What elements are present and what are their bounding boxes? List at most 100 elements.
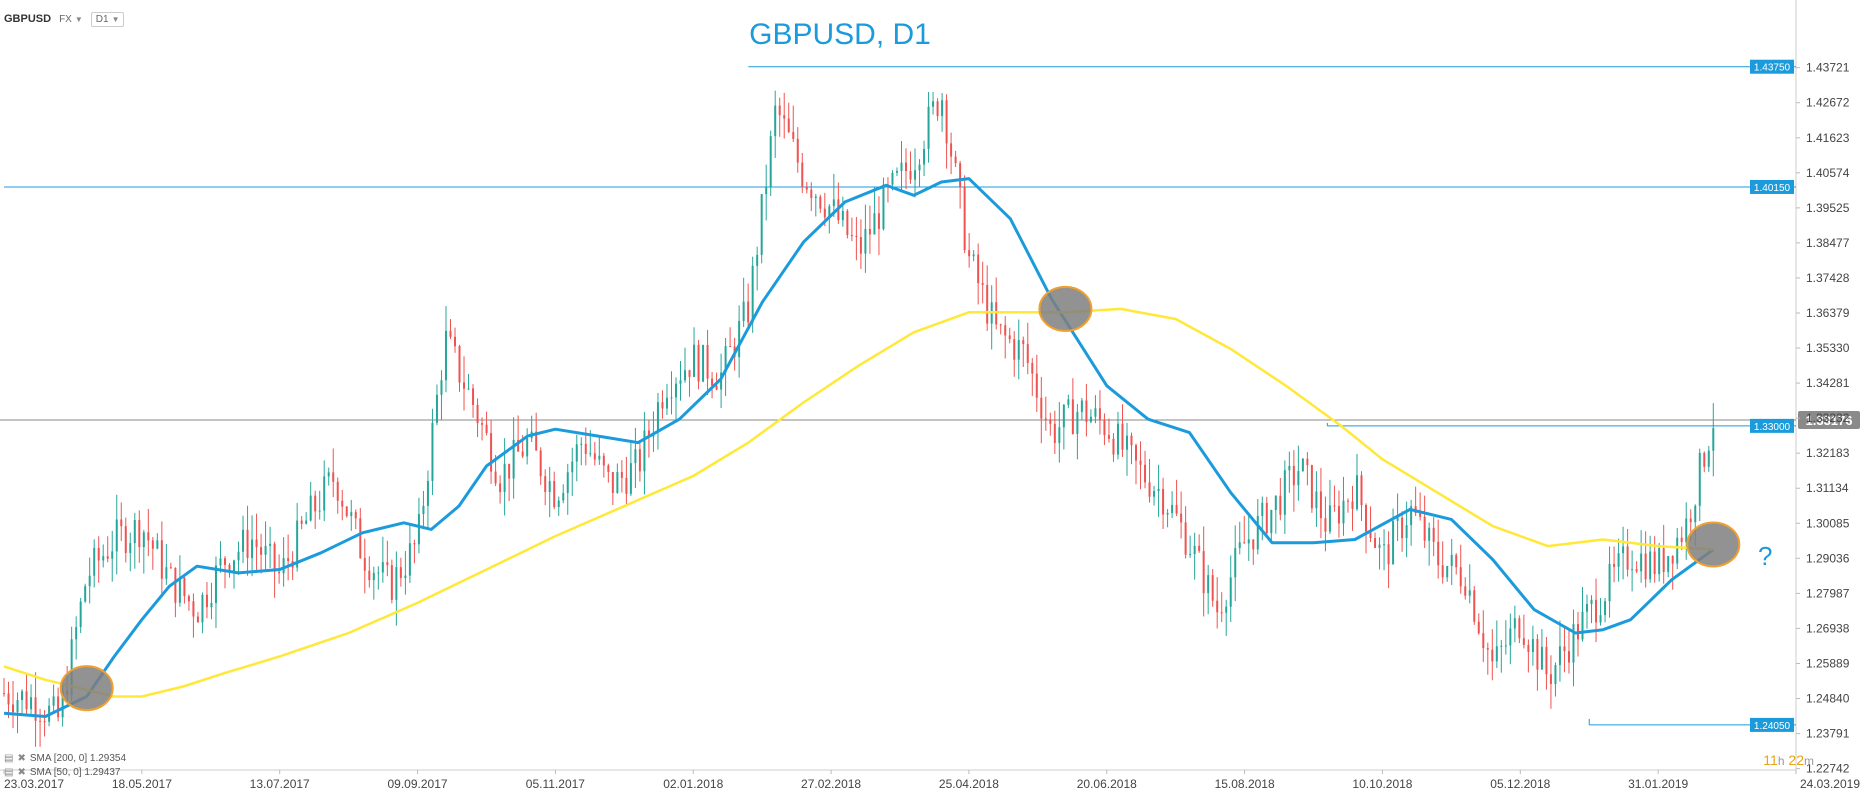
candle-body bbox=[192, 601, 195, 617]
candle-body bbox=[1531, 639, 1534, 652]
candle-body bbox=[1180, 513, 1183, 523]
y-axis[interactable]: 1.43721 1.42672 1.41623 1.40574 1.39525 1.384… bbox=[1796, 61, 1850, 776]
candle-body bbox=[1694, 505, 1697, 523]
candle-body bbox=[1635, 569, 1638, 572]
candle-body bbox=[1008, 335, 1011, 340]
candle-body bbox=[187, 596, 190, 602]
candle-body bbox=[684, 370, 687, 381]
candle-body bbox=[1234, 548, 1237, 578]
candle-body bbox=[3, 693, 5, 695]
candle-body bbox=[814, 196, 817, 199]
candle-body bbox=[1613, 563, 1616, 567]
candle-body bbox=[1035, 373, 1038, 398]
settings-icon[interactable]: ▤ bbox=[4, 753, 14, 764]
candle-body bbox=[151, 540, 154, 549]
candle-body bbox=[476, 404, 479, 424]
candle-body bbox=[783, 115, 786, 119]
candle-body bbox=[805, 186, 808, 190]
candle-body bbox=[21, 691, 24, 701]
candle-body bbox=[115, 519, 118, 552]
candle-body bbox=[1658, 548, 1661, 575]
candle-body bbox=[1549, 674, 1552, 685]
candle-body bbox=[1554, 665, 1557, 685]
candle-body bbox=[765, 186, 768, 195]
symbol-name[interactable]: GBPUSD bbox=[4, 13, 52, 25]
candle-body bbox=[210, 603, 213, 608]
candle-body bbox=[156, 540, 159, 549]
close-icon[interactable]: ✖ bbox=[17, 767, 26, 778]
y-tick-label: 1.22742 bbox=[1806, 762, 1850, 776]
candle-body bbox=[408, 543, 411, 576]
legend-label: SMA [50, 0] 1.29437 bbox=[29, 767, 121, 778]
candle-body bbox=[390, 565, 393, 600]
candle-body bbox=[1076, 411, 1079, 434]
candle-body bbox=[638, 449, 641, 472]
candle-body bbox=[1401, 517, 1404, 539]
candle-body bbox=[1049, 419, 1052, 424]
candle-body bbox=[1202, 551, 1205, 594]
candle-body bbox=[1365, 505, 1368, 532]
x-tick-label: 02.01.2018 bbox=[663, 777, 723, 791]
candle-body bbox=[1279, 495, 1282, 515]
x-tick-label: 23.03.2017 bbox=[4, 777, 64, 791]
candle-body bbox=[399, 567, 402, 579]
candle-body bbox=[332, 472, 335, 482]
candle-body bbox=[693, 344, 696, 377]
candle-body bbox=[1459, 567, 1462, 587]
candle-body bbox=[1667, 556, 1670, 573]
candle-body bbox=[810, 189, 813, 199]
candle-body bbox=[1333, 505, 1336, 507]
candle-body bbox=[918, 164, 921, 171]
candle-body bbox=[508, 463, 511, 479]
candle-body bbox=[223, 558, 226, 565]
timer-h-unit: h bbox=[1777, 754, 1785, 768]
candle-body bbox=[864, 228, 867, 254]
candle-body bbox=[914, 170, 917, 180]
y-tick-label: 1.37428 bbox=[1806, 271, 1850, 285]
candle-body bbox=[305, 520, 308, 524]
candle-body bbox=[548, 481, 551, 492]
candle-body bbox=[1252, 539, 1255, 550]
candle-body bbox=[895, 170, 898, 173]
candle-body bbox=[255, 539, 258, 548]
candle-body bbox=[147, 532, 150, 541]
timeframe-selector[interactable]: D1 ▼ bbox=[90, 11, 125, 27]
legend-sma200[interactable]: ▤ ✖ SMA [200, 0] 1.29354 bbox=[4, 753, 126, 764]
legend-sma50[interactable]: ▤ ✖ SMA [50, 0] 1.29437 bbox=[4, 767, 120, 778]
candle-body bbox=[1703, 452, 1706, 467]
candle-body bbox=[444, 330, 447, 381]
candle-body bbox=[1464, 586, 1467, 596]
candle-body bbox=[1107, 435, 1110, 439]
highlight-markers bbox=[59, 285, 1741, 712]
sma50-line bbox=[3, 177, 1715, 718]
x-tick-label: 20.06.2018 bbox=[1077, 777, 1137, 791]
candle-body bbox=[1319, 491, 1322, 519]
close-icon[interactable]: ✖ bbox=[17, 753, 26, 764]
current-price-tag bbox=[1798, 410, 1860, 429]
candle-body bbox=[129, 543, 132, 553]
candle-body bbox=[174, 567, 177, 603]
x-tick-label: 18.05.2017 bbox=[112, 777, 172, 791]
candle-body bbox=[729, 346, 732, 348]
timer-hours: 11 bbox=[1763, 752, 1778, 768]
candle-body bbox=[426, 480, 429, 506]
candle-body bbox=[1392, 520, 1395, 565]
candle-body bbox=[1139, 460, 1142, 465]
candle-body bbox=[715, 385, 718, 390]
candle-body bbox=[34, 697, 37, 721]
candle-body bbox=[1527, 644, 1530, 652]
candle-body bbox=[463, 382, 466, 389]
candle-body bbox=[796, 138, 799, 163]
candle-body bbox=[1622, 546, 1625, 554]
settings-icon[interactable]: ▤ bbox=[4, 767, 14, 778]
candle-body bbox=[1337, 506, 1340, 524]
candle-body bbox=[1098, 408, 1101, 420]
candle-body bbox=[372, 572, 375, 581]
level-lines[interactable]: 1.33176 1.43750 1.40150 1.33000 1.24050 bbox=[0, 59, 1860, 732]
market-selector[interactable]: FX ▼ bbox=[59, 14, 83, 25]
candle-body bbox=[1130, 435, 1133, 446]
candle-body bbox=[1446, 566, 1449, 578]
x-axis[interactable]: 23.03.2017 18.05.2017 13.07.2017 09.09.2017… bbox=[3, 770, 1860, 791]
candle-body bbox=[1586, 604, 1589, 612]
